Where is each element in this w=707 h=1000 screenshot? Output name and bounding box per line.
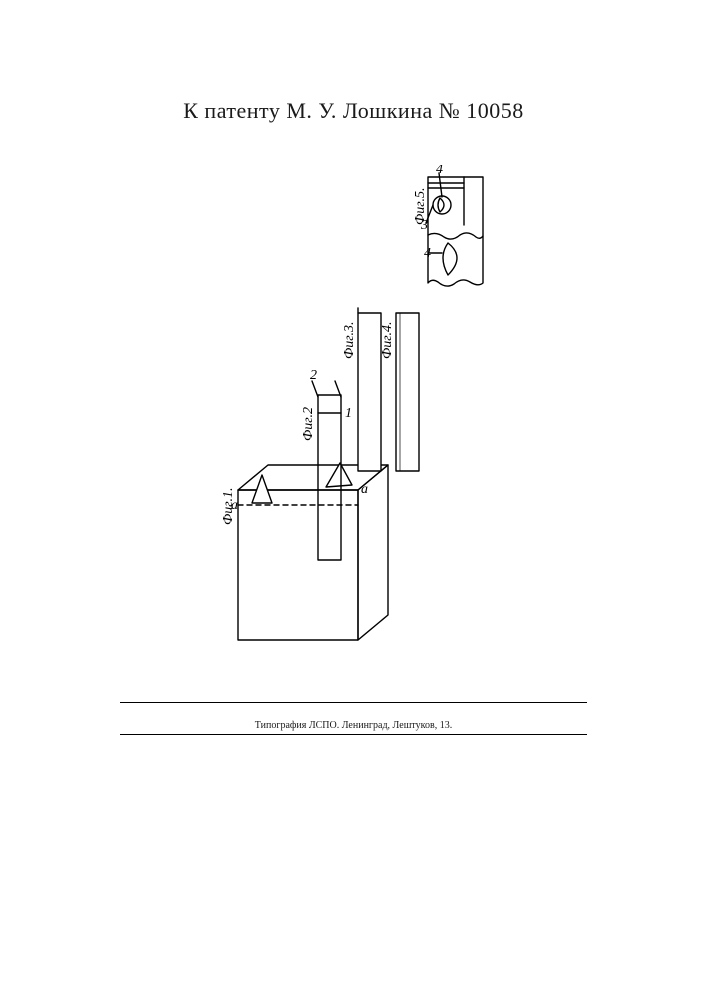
page: К патенту М. У. Лошкина № 10058 (0, 0, 707, 1000)
fig4-label: Фиг.4. (380, 321, 395, 359)
figure-plate: a a 2 1 (218, 165, 488, 650)
fig1-label: Фиг.1. (221, 487, 236, 525)
divider-top (120, 702, 587, 703)
divider-bottom (120, 734, 587, 735)
fig1-ref-a-right: a (361, 482, 368, 497)
fig3-label: Фиг.3. (342, 321, 357, 359)
page-title: К патенту М. У. Лошкина № 10058 (0, 98, 707, 124)
fig2-label: Фиг.2 (301, 407, 316, 441)
fig4-group (396, 313, 419, 471)
fig1-group: a a (231, 463, 388, 640)
figure-svg: a a 2 1 (218, 165, 488, 650)
fig5-group: 4 3 4 (420, 165, 483, 286)
fig2-group: 2 1 (310, 368, 352, 560)
fig5-ref-4b: 4 (424, 246, 431, 261)
fig3-group (358, 308, 381, 471)
fig2-ref-1: 1 (345, 406, 352, 421)
fig2-ref-2: 2 (310, 368, 317, 383)
footer-text: Типография ЛСПО. Ленинград, Лештуков, 13… (0, 720, 707, 731)
fig5-label: Фиг.5. (413, 187, 428, 225)
fig5-ref-4a: 4 (436, 165, 443, 177)
